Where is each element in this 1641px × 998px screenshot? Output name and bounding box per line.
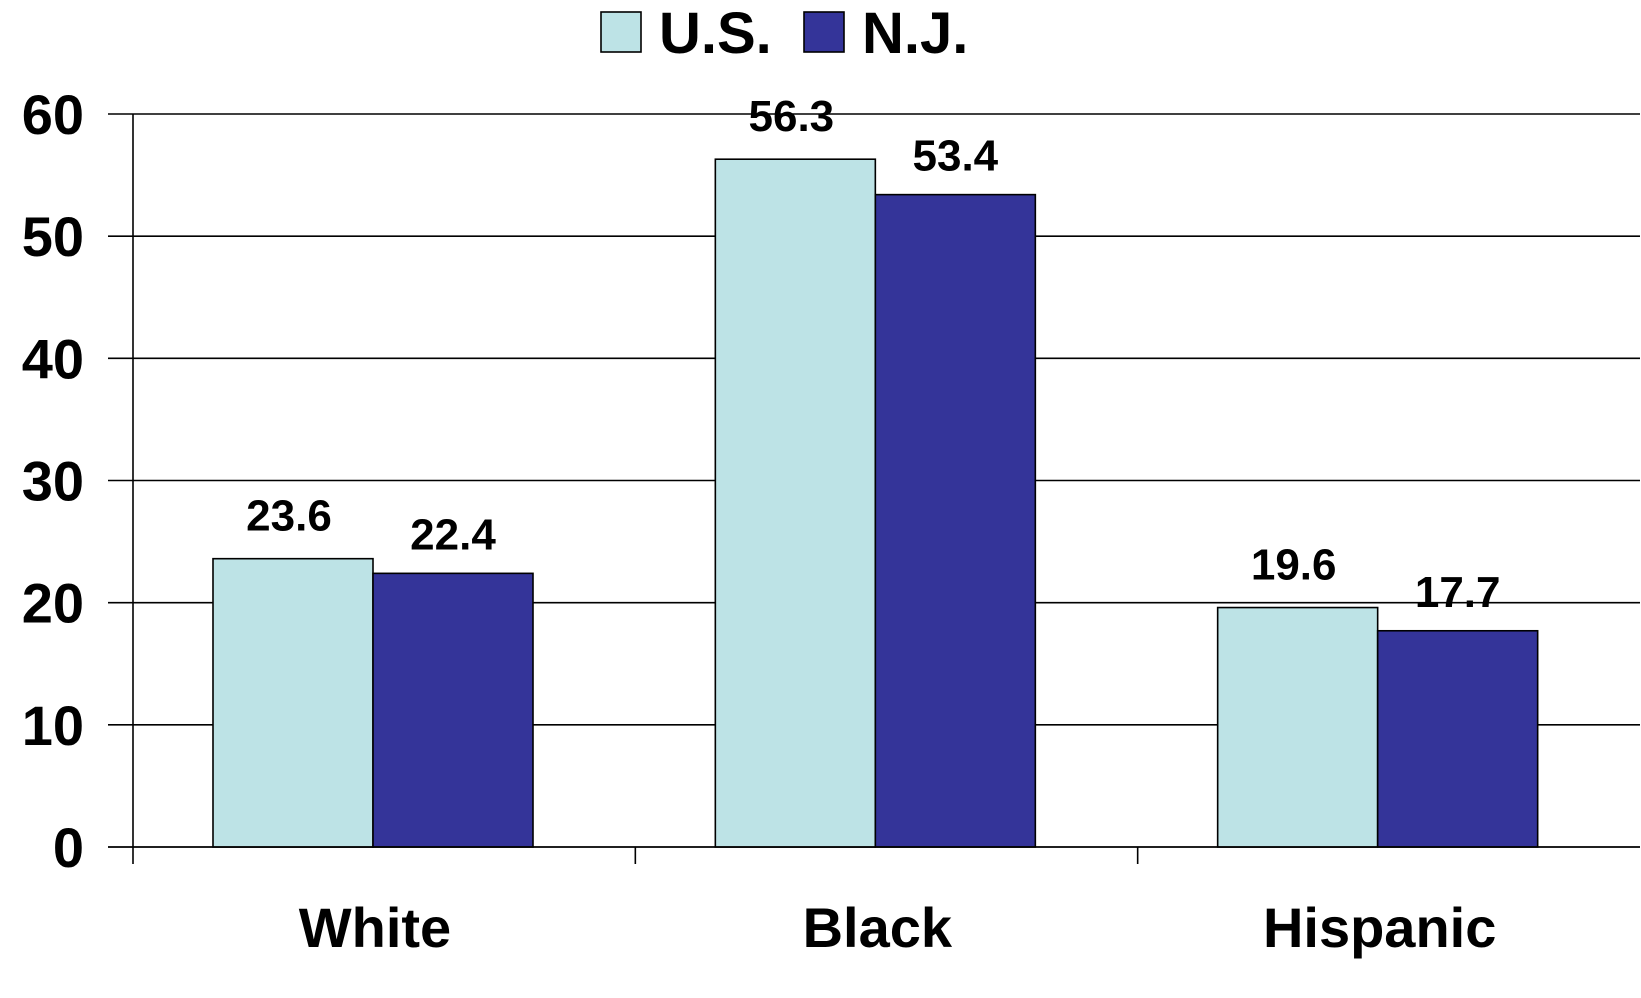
legend-swatch <box>803 11 845 53</box>
y-tick-label: 30 <box>22 450 84 513</box>
bar <box>1216 606 1379 848</box>
y-tick-label: 0 <box>53 816 84 879</box>
x-category-label: Hispanic <box>1263 896 1496 959</box>
bar <box>372 572 534 848</box>
bar <box>874 193 1037 848</box>
legend-swatch <box>600 11 642 53</box>
x-axis: White Black Hispanic <box>108 846 1640 959</box>
chart-data-labels: 23.6 56.3 19.6 22.4 53.4 17.7 <box>246 92 1500 617</box>
data-label: 23.6 <box>246 492 332 541</box>
data-label: 17.7 <box>1415 568 1501 617</box>
data-label: 19.6 <box>1251 541 1337 590</box>
y-tick-label: 40 <box>22 327 84 390</box>
chart-bars <box>212 158 1539 848</box>
data-label: 22.4 <box>410 510 496 559</box>
y-tick-label: 60 <box>22 83 84 146</box>
y-tick-label: 50 <box>22 205 84 268</box>
legend-label: N.J. <box>862 1 968 66</box>
data-label: 56.3 <box>749 92 835 141</box>
chart-legend: U.S. N.J. <box>600 1 968 66</box>
x-category-label: White <box>299 896 451 959</box>
y-tick-label: 10 <box>22 694 84 757</box>
bar <box>1376 629 1539 848</box>
bar <box>714 158 877 848</box>
data-label: 53.4 <box>913 132 999 181</box>
y-tick-label: 20 <box>22 572 84 635</box>
legend-label: U.S. <box>659 1 772 66</box>
y-axis: 0 10 20 30 40 50 60 <box>22 83 134 879</box>
x-category-label: Black <box>803 896 953 959</box>
bar <box>212 557 374 848</box>
